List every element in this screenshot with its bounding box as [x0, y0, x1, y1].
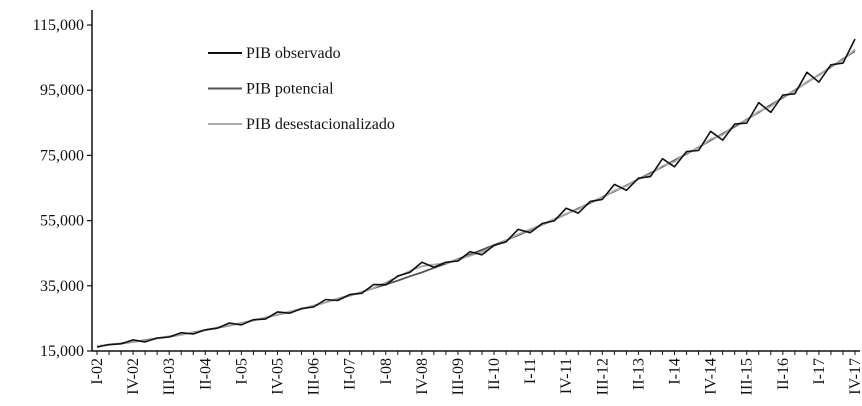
x-tick-label: IV-14 [703, 358, 720, 395]
y-tick-label: 75,000 [40, 147, 84, 164]
y-tick-label: 55,000 [40, 213, 84, 230]
x-tick-label: II-07 [342, 358, 359, 390]
x-tick-label: IV-08 [414, 358, 431, 395]
y-tick-label: 35,000 [40, 278, 84, 295]
x-tick-label: IV-05 [269, 358, 286, 395]
legend-label: PIB desestacionalizado [246, 116, 395, 133]
x-tick-label: IV-02 [125, 358, 142, 395]
x-tick-label: I-08 [378, 358, 395, 385]
x-tick-label: I-05 [233, 358, 250, 385]
x-tick-label: II-13 [630, 358, 647, 390]
y-tick-label: 115,000 [33, 17, 84, 34]
series-line [96, 48, 856, 347]
x-tick-label: II-16 [775, 358, 792, 390]
x-tick-label: I-11 [522, 358, 539, 384]
x-tick-label: I-02 [89, 358, 106, 385]
x-tick-label: IV-11 [558, 358, 575, 394]
x-tick-label: III-06 [306, 358, 323, 395]
series-line [96, 50, 856, 347]
x-tick-label: III-03 [161, 358, 178, 395]
y-tick-label: 15,000 [40, 343, 84, 360]
x-tick-label: I-17 [811, 358, 828, 385]
x-tick-label: III-15 [739, 358, 756, 395]
y-tick-label: 95,000 [40, 82, 84, 99]
x-tick-label: I-14 [667, 358, 684, 385]
legend-label: PIB observado [246, 45, 341, 62]
x-tick-label: III-09 [450, 358, 467, 395]
x-tick-label: IV-17 [847, 358, 862, 395]
legend-label: PIB potencial [246, 81, 334, 98]
x-tick-label: II-04 [197, 358, 214, 390]
x-tick-label: II-10 [486, 358, 503, 390]
series-line [96, 38, 856, 348]
x-tick-label: III-12 [594, 358, 611, 395]
